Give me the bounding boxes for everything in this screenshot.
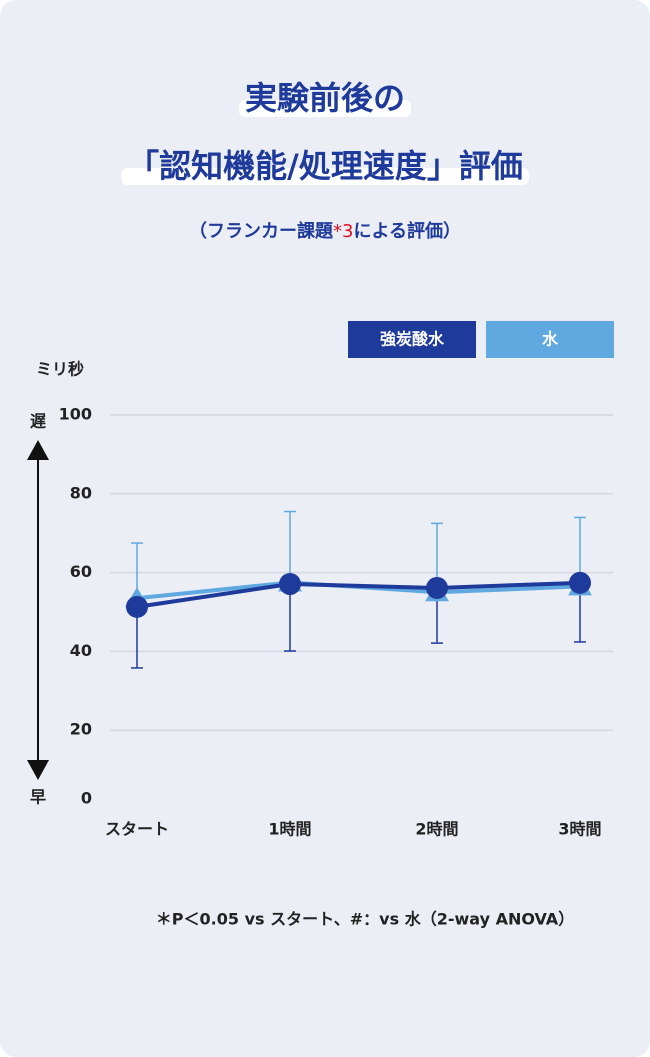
y-tick-label: 60 (70, 562, 92, 581)
data-point (126, 595, 148, 618)
arrow-down (27, 760, 49, 780)
title-highlight (121, 167, 529, 185)
legend-swatch (348, 321, 476, 358)
legend-label: 水 (542, 330, 559, 349)
y-bottom-label: 早 (30, 788, 46, 807)
data-point (279, 573, 301, 596)
y-unit: ミリ秒 (36, 360, 84, 379)
x-tick-label: 3時間 (558, 820, 601, 839)
data-point (569, 571, 591, 594)
subtitle-part: （フランカー課題 (189, 220, 334, 242)
data-point (426, 576, 448, 599)
footnote: ＊P＜0.05 vs スタート、#：vs 水（2-way ANOVA） (156, 910, 574, 929)
arrow-up (27, 440, 49, 460)
chart-title: 「認知機能/処理速度」評価 (127, 147, 523, 185)
subtitle-note: *3 (333, 221, 353, 242)
error-bar (284, 584, 296, 652)
x-tick-label: スタート (105, 820, 169, 839)
error-bar (284, 510, 296, 583)
series-line (136, 580, 581, 609)
y-tick-label: 20 (70, 720, 92, 739)
y-tick-label: 100 (59, 405, 92, 424)
legend-label: 強炭酸水 (380, 330, 445, 349)
chart-title: 実験前後の (245, 79, 405, 117)
x-tick-label: 2時間 (415, 820, 458, 839)
y-tick-label: 0 (81, 789, 92, 808)
subtitle: （フランカー課題*3による評価） (189, 220, 461, 242)
subtitle-part: による評価） (353, 220, 460, 242)
x-tick-label: 1時間 (268, 820, 311, 839)
title-highlight (238, 99, 412, 117)
y-tick-label: 80 (70, 483, 92, 502)
y-tick-label: 40 (70, 641, 92, 660)
legend-swatch (486, 321, 614, 358)
y-top-label: 遅 (30, 412, 46, 431)
